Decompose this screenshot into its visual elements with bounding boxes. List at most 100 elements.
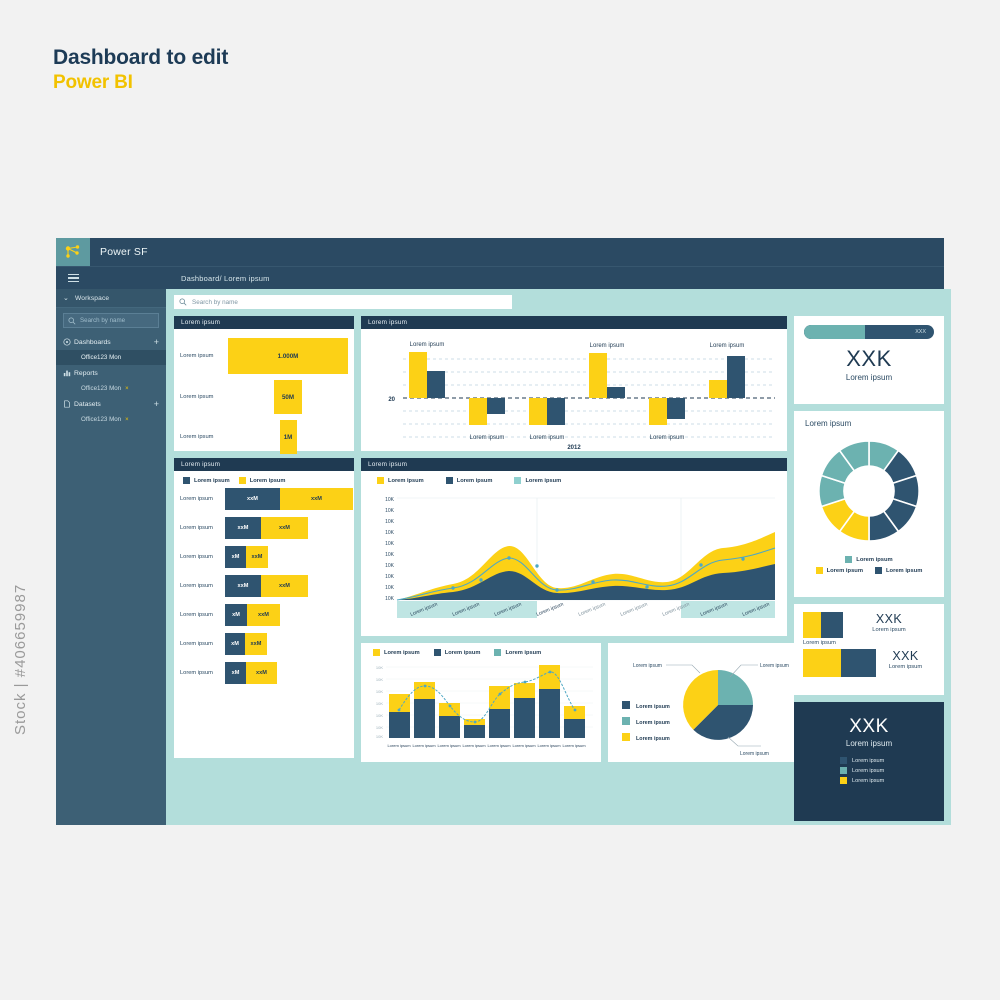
legend-label: Lorem ipsum bbox=[852, 757, 885, 764]
list-item[interactable]: Lorem ipsum xM xxM bbox=[174, 604, 354, 626]
bar-segment-b[interactable]: xxM bbox=[247, 604, 280, 626]
kpi-mini-row[interactable]: Lorem ipsum XXK Lorem ipsum bbox=[803, 612, 935, 646]
close-icon[interactable]: × bbox=[125, 385, 129, 392]
svg-text:10K: 10K bbox=[385, 563, 395, 569]
funnel-row[interactable]: Lorem ipsum 1M bbox=[180, 420, 348, 454]
legend-item[interactable]: Lorem ipsum bbox=[238, 477, 285, 484]
bar-segment-b[interactable]: xxM bbox=[261, 517, 308, 539]
bar-segment-a[interactable]: xxM bbox=[225, 575, 261, 597]
row-label: Lorem ipsum bbox=[180, 525, 213, 531]
canvas-search-input[interactable]: Search by name bbox=[174, 295, 512, 309]
legend-item[interactable]: Lorem ipsum bbox=[815, 567, 863, 574]
legend-swatch bbox=[514, 477, 522, 484]
list-item[interactable]: Lorem ipsum xM xxM bbox=[174, 546, 354, 568]
funnel-row-label: Lorem ipsum bbox=[180, 434, 214, 440]
card-title: Lorem ipsum bbox=[181, 319, 221, 326]
bar-segment-a[interactable]: xM bbox=[225, 662, 246, 684]
funnel-bar[interactable]: 50M bbox=[274, 380, 302, 414]
legend-item[interactable]: Lorem ipsum bbox=[875, 567, 922, 574]
report-bars-icon bbox=[63, 369, 74, 377]
bar-segment-a[interactable]: xM bbox=[225, 604, 247, 626]
sidebar-item-report-child[interactable]: Office123 Mon × bbox=[56, 381, 166, 396]
kpi-mini-row[interactable]: XXK Lorem ipsum bbox=[803, 649, 935, 677]
funnel-chart: Lorem ipsum 1.000M Lorem ipsum 50M Lorem… bbox=[174, 329, 354, 466]
svg-text:Lorem ipsum: Lorem ipsum bbox=[620, 601, 649, 617]
bar-segment-b[interactable]: xxM bbox=[246, 546, 268, 568]
pie-slice-teal bbox=[718, 670, 753, 705]
breadcrumb[interactable]: Dashboard/ Lorem ipsum bbox=[181, 273, 270, 283]
bar-segment-a[interactable]: xM bbox=[225, 633, 245, 655]
legend-item[interactable]: Lorem ipsum bbox=[373, 649, 420, 656]
legend-swatch bbox=[445, 477, 453, 484]
legend-item[interactable]: Lorem ipsum bbox=[840, 767, 944, 774]
list-item[interactable]: Lorem ipsum xM xxM bbox=[174, 633, 354, 655]
legend-label: Lorem ipsum bbox=[852, 777, 885, 784]
row-label: Lorem ipsum bbox=[180, 641, 213, 647]
legend-swatch bbox=[840, 777, 847, 784]
progress-bar[interactable]: XXX bbox=[804, 325, 934, 339]
funnel-bar[interactable]: 1.000M bbox=[228, 338, 348, 374]
list-item[interactable]: Lorem ipsum xM xxM bbox=[174, 662, 354, 684]
legend-swatch bbox=[377, 477, 384, 484]
sidebar-item-datasets[interactable]: Datasets + bbox=[56, 396, 166, 412]
svg-text:10K: 10K bbox=[376, 725, 383, 730]
list-item[interactable]: Lorem ipsum xxM xxM bbox=[174, 488, 354, 510]
funnel-row[interactable]: Lorem ipsum 50M bbox=[180, 380, 348, 414]
list-item[interactable]: Lorem ipsum xxM xxM bbox=[174, 517, 354, 539]
funnel-chart-card: Lorem ipsum Lorem ipsum 1.000M Lorem ips… bbox=[174, 316, 354, 454]
row-label: Lorem ipsum bbox=[180, 583, 213, 589]
bar-segment-b[interactable]: xxM bbox=[280, 488, 353, 510]
svg-text:2012: 2012 bbox=[567, 445, 581, 451]
row-label: Lorem ipsum bbox=[180, 496, 213, 502]
card-title: Lorem ipsum bbox=[368, 461, 408, 468]
chevron-down-icon: ⌄ bbox=[63, 295, 70, 302]
sidebar-item-dataset-child[interactable]: Office123 Mon × bbox=[56, 412, 166, 427]
sidebar-item-reports[interactable]: Reports bbox=[56, 365, 166, 381]
legend-item[interactable]: Lorem ipsum bbox=[183, 477, 230, 484]
svg-text:Lorem ipsum: Lorem ipsum bbox=[462, 743, 486, 748]
legend-item[interactable]: Lorem ipsum bbox=[845, 556, 893, 563]
mini-bar-navy bbox=[841, 649, 876, 677]
list-item[interactable]: Lorem ipsum xxM xxM bbox=[174, 575, 354, 597]
legend-item[interactable]: Lorem ipsum bbox=[840, 777, 944, 784]
funnel-row[interactable]: Lorem ipsum 1.000M bbox=[180, 338, 348, 374]
svg-text:Lorem ipsum: Lorem ipsum bbox=[578, 601, 607, 617]
kpi-caption: Lorem ipsum bbox=[888, 664, 923, 670]
bar-segment-a[interactable]: xM bbox=[225, 546, 246, 568]
funnel-bar[interactable]: 1M bbox=[279, 420, 297, 454]
legend-swatch bbox=[840, 757, 847, 764]
svg-text:10K: 10K bbox=[385, 574, 395, 580]
bar-segment-b[interactable]: xxM bbox=[246, 662, 277, 684]
hamburger-icon[interactable] bbox=[56, 274, 90, 282]
legend-item[interactable]: Lorem ipsum bbox=[840, 757, 944, 764]
bar-segment-b[interactable]: xxM bbox=[245, 633, 267, 655]
sidebar-workspace-header[interactable]: ⌄ Workspace bbox=[56, 289, 166, 308]
sidebar-item-dashboards[interactable]: Dashboards + bbox=[56, 334, 166, 350]
legend-item[interactable]: Lorem ipsum bbox=[494, 649, 541, 656]
app-title: Power SF bbox=[100, 246, 148, 258]
svg-text:Lorem ipsum: Lorem ipsum bbox=[536, 601, 565, 617]
close-icon[interactable]: × bbox=[125, 416, 129, 423]
kpi-progress-card: XXX XXK Lorem ipsum bbox=[794, 316, 944, 404]
legend-item[interactable]: Lorem ipsum bbox=[514, 477, 561, 484]
svg-text:10K: 10K bbox=[385, 585, 395, 591]
legend-item[interactable]: Lorem ipsum bbox=[445, 477, 492, 484]
legend-item[interactable]: Lorem ipsum bbox=[377, 477, 424, 484]
sidebar-search-input[interactable]: Search by name bbox=[63, 313, 159, 328]
bar-segment-a[interactable]: xxM bbox=[225, 517, 261, 539]
bar-segment-a[interactable]: xxM bbox=[225, 488, 280, 510]
svg-text:Lorem ipsum: Lorem ipsum bbox=[636, 704, 670, 710]
bar-segment-b[interactable]: xxM bbox=[261, 575, 308, 597]
legend-label: Lorem ipsum bbox=[194, 477, 230, 484]
mini-bar-group bbox=[803, 649, 876, 677]
legend-label: Lorem ipsum bbox=[886, 567, 923, 574]
sidebar-child-label: Office123 Mon bbox=[81, 385, 122, 392]
plus-icon[interactable]: + bbox=[153, 336, 159, 347]
legend-swatch bbox=[238, 477, 246, 484]
legend-item[interactable]: Lorem ipsum bbox=[433, 649, 480, 656]
svg-text:Lorem ipsum: Lorem ipsum bbox=[537, 743, 561, 748]
svg-text:Lorem ipsum: Lorem ipsum bbox=[530, 435, 565, 441]
progress-fill bbox=[804, 325, 866, 339]
sidebar-item-dashboard-child[interactable]: Office123 Mon bbox=[56, 350, 166, 365]
plus-icon[interactable]: + bbox=[153, 398, 159, 409]
